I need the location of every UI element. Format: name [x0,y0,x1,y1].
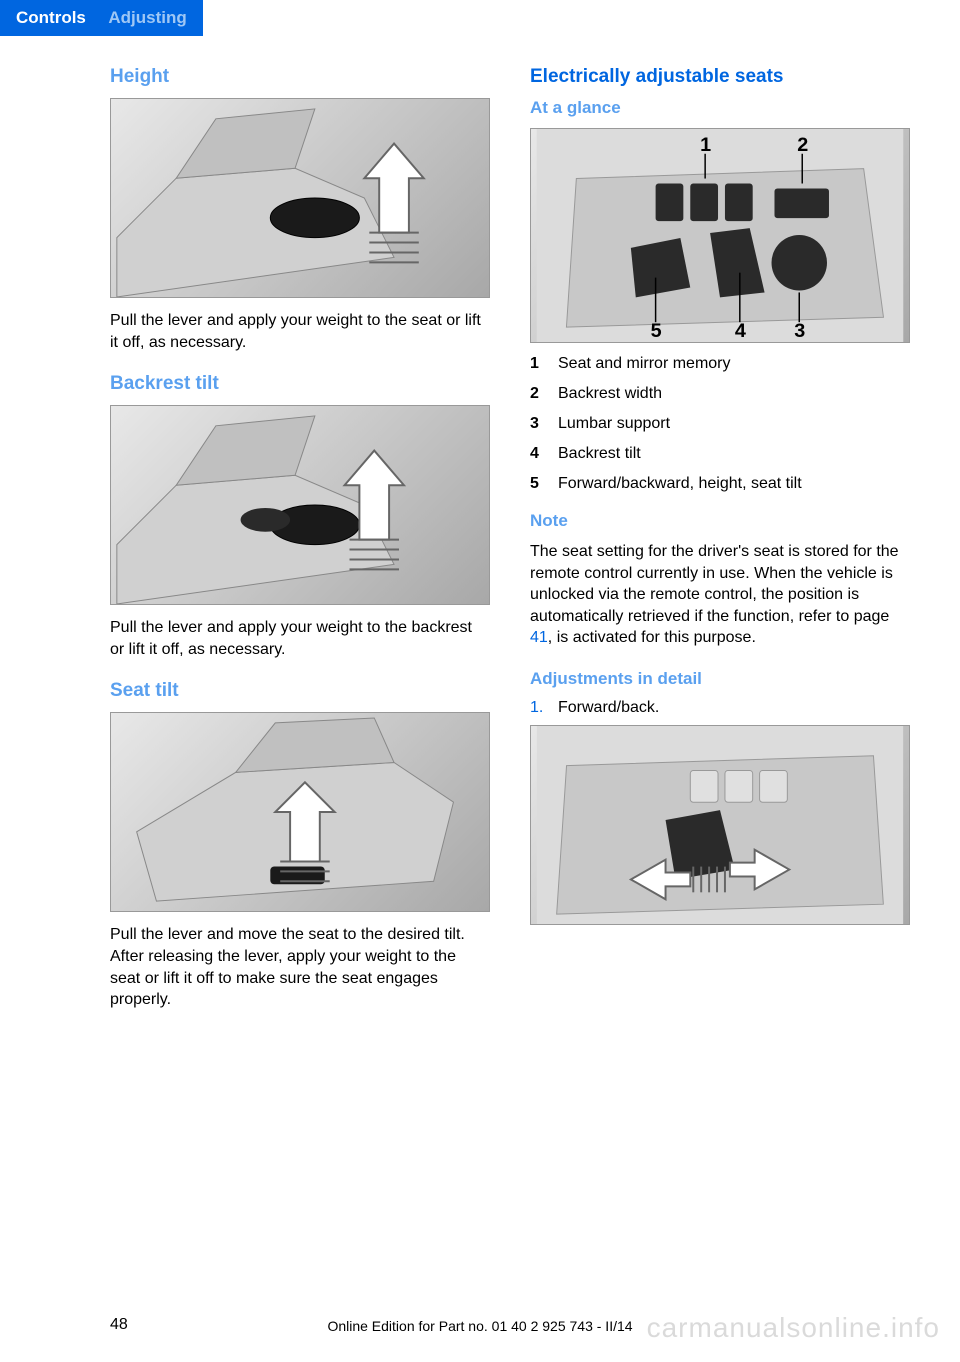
backrest-text: Pull the lever and apply your weight to … [110,617,490,660]
backrest-heading: Backrest tilt [110,373,490,395]
right-column: Electrically adjustable seats At a glanc… [530,66,910,1031]
svg-text:2: 2 [797,134,808,156]
note-text: The seat setting for the driver's seat i… [530,541,910,649]
electrical-heading: Electrically adjustable seats [530,66,910,88]
svg-text:4: 4 [735,320,746,342]
header-controls: Controls [16,8,86,27]
height-figure [110,98,490,298]
glance-heading: At a glance [530,98,910,118]
glance-item-5: 5Forward/backward, height, seat tilt [530,475,910,493]
height-text: Pull the lever and apply your weight to … [110,310,490,353]
page-ref-41[interactable]: 41 [530,629,548,646]
seattilt-text: Pull the lever and move the seat to the … [110,924,490,1010]
seattilt-heading: Seat tilt [110,680,490,702]
detail-figure [530,725,910,925]
backrest-figure [110,405,490,605]
svg-text:5: 5 [651,320,662,342]
seattilt-figure [110,712,490,912]
detail-item-1: 1.Forward/back. [530,699,910,717]
detail-list: 1.Forward/back. [530,699,910,717]
left-column: Height Pull the lever and apply your wei… [110,66,490,1031]
note-heading: Note [530,511,910,531]
svg-text:3: 3 [794,320,805,342]
glance-item-2: 2Backrest width [530,385,910,403]
glance-item-3: 3Lumbar support [530,415,910,433]
header-adjusting: Adjusting [108,8,186,27]
glance-list: 1Seat and mirror memory 2Backrest width … [530,355,910,493]
svg-text:1: 1 [700,134,711,156]
header-bar: Controls Adjusting [0,0,203,36]
glance-item-1: 1Seat and mirror memory [530,355,910,373]
glance-item-4: 4Backrest tilt [530,445,910,463]
detail-heading: Adjustments in detail [530,669,910,689]
glance-figure: 1 2 3 4 5 [530,128,910,343]
height-heading: Height [110,66,490,88]
footer-line: Online Edition for Part no. 01 40 2 925 … [0,1318,960,1334]
